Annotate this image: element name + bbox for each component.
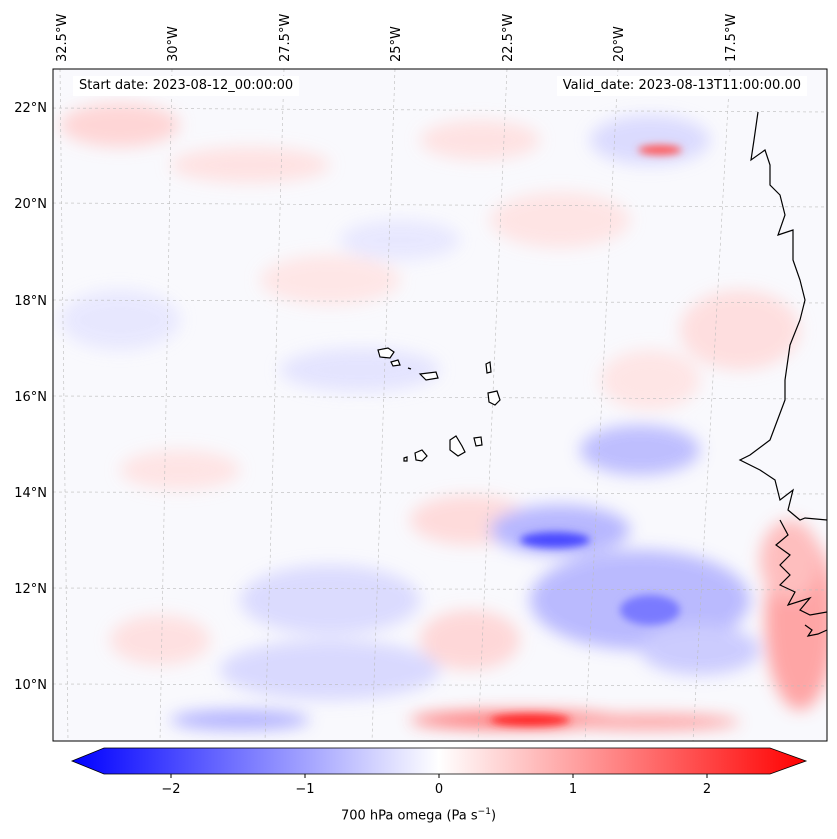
- colorbar-title-close: ): [490, 808, 497, 824]
- colorbar-tick-label: −1: [295, 782, 314, 797]
- colorbar-tick-label: 2: [703, 782, 711, 797]
- lat-label: 22°N: [14, 101, 47, 116]
- lat-label: 20°N: [14, 197, 47, 212]
- colorbar-tick-label: −2: [161, 782, 180, 797]
- colorbar-tick-label: 1: [569, 782, 577, 797]
- colorbar-title: 700 hPa omega (Pa s−1): [0, 807, 837, 823]
- longitude-labels: 32.5°W 30°W 27.5°W 25°W 22.5°W 20°W 17.5…: [55, 14, 739, 62]
- coastline: [377, 111, 827, 637]
- colorbar: −2 −1 0 1 2: [70, 747, 808, 797]
- lat-label: 10°N: [14, 678, 47, 693]
- lat-label: 12°N: [14, 582, 47, 597]
- omega-field: [53, 69, 827, 741]
- colorbar-title-exponent: −1: [477, 807, 491, 817]
- lat-label: 14°N: [14, 486, 47, 501]
- map-frame: [52, 68, 828, 742]
- latitude-labels: 22°N 20°N 18°N 16°N 14°N 12°N 10°N: [14, 101, 47, 693]
- lon-label: 32.5°W: [55, 14, 70, 62]
- lon-label: 30°W: [166, 26, 181, 62]
- lat-label: 18°N: [14, 294, 47, 309]
- colorbar-title-text: 700 hPa omega (Pa s: [340, 808, 478, 824]
- lat-label: 16°N: [14, 390, 47, 405]
- lon-label: 20°W: [612, 26, 627, 62]
- lon-label: 17.5°W: [724, 14, 739, 62]
- lon-label: 27.5°W: [278, 14, 293, 62]
- colorbar-tick-label: 0: [435, 782, 443, 797]
- colorbar-bar: [70, 747, 808, 775]
- colorbar-ticks: [170, 774, 708, 778]
- lon-label: 25°W: [389, 26, 404, 62]
- valid-date-label: Valid_date: 2023-08-13T11:00:00.00: [556, 76, 807, 96]
- lon-label: 22.5°W: [501, 14, 516, 62]
- gridlines: [53, 69, 827, 741]
- start-date-label: Start date: 2023-08-12_00:00:00: [73, 76, 300, 96]
